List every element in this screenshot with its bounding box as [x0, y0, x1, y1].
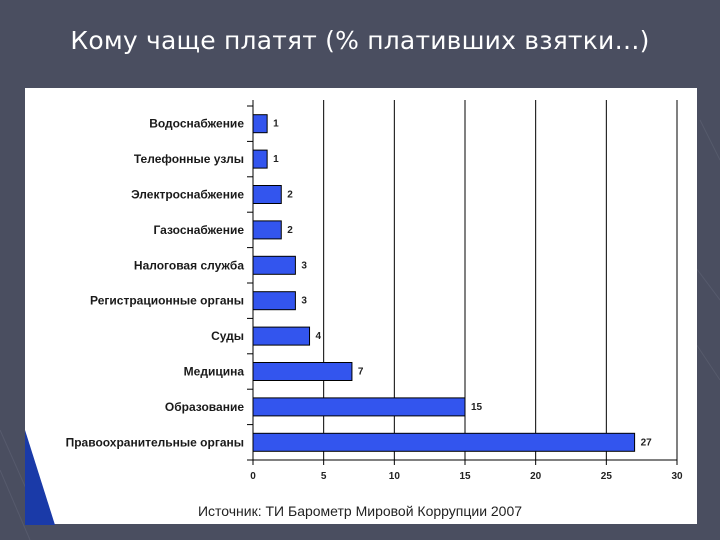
value-label: 1: [273, 119, 279, 130]
x-tick-label: 5: [321, 471, 327, 482]
bar-chart: 0 5 10 15 20 25 30 Водоснабжение 1 Телефонные узл…: [66, 100, 683, 482]
value-label: 3: [301, 296, 307, 307]
category-label: Налоговая служба: [134, 258, 244, 272]
bar: [252, 114, 268, 134]
value-label: 2: [287, 190, 293, 201]
value-label: 27: [641, 437, 653, 448]
bar: [252, 220, 282, 240]
category-label: Водоснабжение: [149, 117, 244, 131]
value-label: 7: [358, 367, 364, 378]
value-label: 4: [316, 331, 322, 342]
bar: [252, 255, 296, 275]
bar: [252, 362, 353, 381]
category-label: Телефонные узлы: [134, 152, 244, 166]
x-tick-label: 15: [459, 471, 471, 482]
slide-title: Кому чаще платят (% плативших взятки…): [70, 26, 650, 55]
bar: [252, 397, 466, 417]
x-tick-label: 30: [671, 471, 683, 482]
x-tick-label: 10: [389, 471, 401, 482]
bar: [252, 326, 311, 346]
chart-panel: 0 5 10 15 20 25 30 Водоснабжение 1 Телефонные узл…: [25, 88, 697, 524]
bar: [252, 291, 296, 311]
bar: [252, 432, 636, 452]
bar: [252, 149, 268, 169]
category-label: Правоохранительные органы: [66, 435, 244, 449]
category-label: Газоснабжение: [154, 223, 245, 237]
category-label: Образование: [165, 400, 244, 414]
category-label: Регистрационные органы: [90, 294, 244, 308]
value-label: 2: [287, 225, 293, 236]
category-label: Медицина: [184, 365, 245, 379]
source-note: Источник: ТИ Барометр Мировой Коррупции …: [197, 503, 523, 519]
bar: [252, 185, 282, 204]
corner-decoration: [25, 430, 55, 525]
category-label: Суды: [211, 329, 244, 343]
x-tick-label: 0: [250, 471, 256, 482]
category-label: Электроснабжение: [131, 188, 244, 202]
value-label: 3: [301, 260, 307, 271]
value-label: 1: [273, 154, 279, 165]
x-tick-label: 20: [530, 471, 542, 482]
x-tick-label: 25: [601, 471, 613, 482]
value-label: 15: [471, 402, 483, 413]
